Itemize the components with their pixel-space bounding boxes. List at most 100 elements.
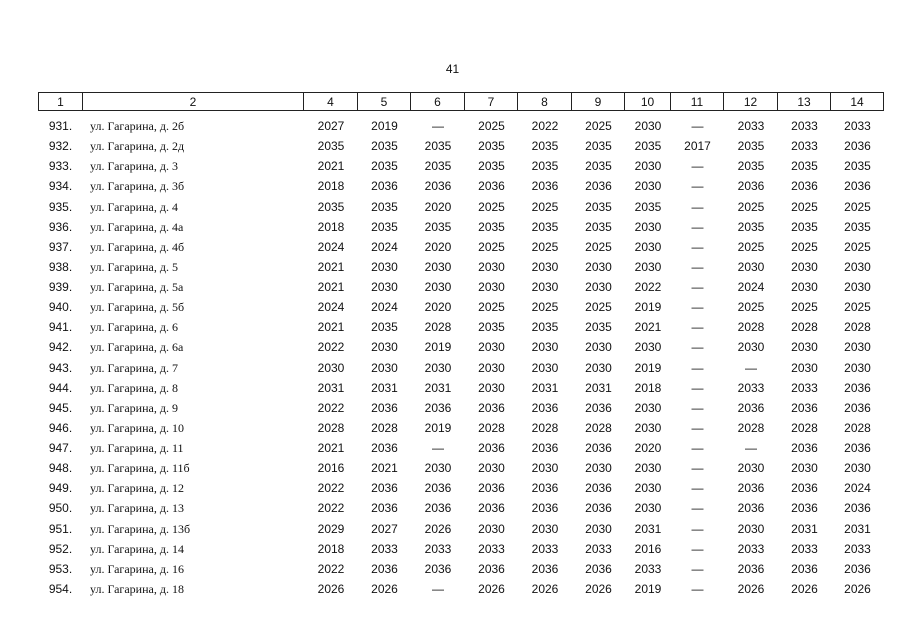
year-cell: 2033 (478, 541, 505, 556)
year-cell: 2030 (371, 259, 398, 274)
year-cell: 2036 (844, 441, 871, 456)
year-cell: 2035 (478, 139, 505, 154)
year-cell: 2036 (371, 441, 398, 456)
year-cell: 2030 (634, 119, 662, 133)
year-cell: 2024 (371, 300, 398, 315)
year-cell: 2036 (737, 400, 765, 415)
year-cell: 2028 (531, 420, 559, 435)
year-cell: 2031 (634, 521, 662, 536)
year-cell: — (745, 441, 757, 456)
address-cell: ул. Гагарина, д. 11 (90, 441, 184, 456)
year-cell: 2036 (585, 179, 612, 194)
year-cell: 2033 (634, 561, 662, 576)
year-cell: 2035 (844, 159, 871, 174)
row-number: 936. (48, 219, 73, 234)
year-cell: — (691, 199, 704, 214)
year-cell: 2030 (371, 340, 398, 355)
year-cell: 2025 (737, 239, 765, 254)
year-cell: 2019 (634, 360, 662, 375)
year-cell: 2030 (478, 340, 505, 355)
year-cell: 2035 (531, 219, 559, 234)
year-cell: 2035 (737, 139, 765, 154)
year-cell: 2035 (737, 219, 765, 234)
row-number: 944. (48, 380, 73, 395)
year-cell: 2035 (478, 219, 505, 234)
year-cell: 2025 (844, 300, 871, 315)
year-cell: 2036 (478, 179, 505, 194)
year-cell: 2036 (531, 400, 559, 415)
year-cell: 2030 (531, 340, 559, 355)
year-cell: 2036 (737, 501, 765, 516)
year-cell: 2030 (585, 461, 612, 476)
year-cell: 2022 (531, 119, 559, 133)
year-cell: 2030 (737, 521, 765, 536)
year-cell: 2030 (791, 360, 818, 375)
year-cell: 2030 (634, 219, 662, 234)
year-cell: 2035 (634, 199, 662, 214)
year-cell: 2022 (634, 280, 662, 295)
year-cell: 2030 (478, 380, 505, 395)
address-cell: ул. Гагарина, д. 4б (90, 239, 185, 254)
year-cell: 2035 (531, 320, 559, 335)
year-cell: 2031 (791, 521, 818, 536)
year-cell: 2030 (424, 259, 452, 274)
year-cell: 2030 (791, 280, 818, 295)
year-cell: 2028 (791, 320, 818, 335)
year-cell: — (691, 581, 704, 596)
year-cell: 2030 (585, 360, 612, 375)
year-cell: 2025 (737, 300, 765, 315)
year-cell: — (691, 340, 704, 355)
year-cell: 2030 (585, 521, 612, 536)
year-cell: 2036 (791, 441, 818, 456)
year-cell: 2030 (791, 340, 818, 355)
year-cell: 2021 (317, 320, 345, 335)
year-cell: 2031 (424, 380, 452, 395)
year-cell: 2035 (791, 219, 818, 234)
year-cell: 2030 (634, 340, 662, 355)
row-number: 949. (48, 481, 73, 496)
year-cell: 2025 (844, 239, 871, 254)
year-cell: 2017 (684, 139, 711, 154)
year-cell: 2026 (478, 581, 505, 596)
year-cell: — (691, 461, 704, 476)
year-cell: 2036 (585, 501, 612, 516)
year-cell: 2033 (791, 541, 818, 556)
year-cell: 2025 (791, 199, 818, 214)
year-cell: 2031 (585, 380, 612, 395)
year-cell: 2020 (634, 441, 662, 456)
year-cell: 2019 (424, 340, 452, 355)
year-cell: 2021 (317, 441, 345, 456)
year-cell: 2035 (424, 219, 452, 234)
address-cell: ул. Гагарина, д. 7 (90, 360, 178, 375)
year-cell: 2036 (424, 400, 452, 415)
address-cell: ул. Гагарина, д. 12 (90, 481, 184, 496)
year-cell: 2022 (317, 501, 345, 516)
year-cell: 2026 (371, 581, 398, 596)
header-cell: 5 (357, 92, 411, 111)
year-cell: 2033 (844, 541, 871, 556)
row-number: 951. (48, 521, 73, 536)
year-cell: 2036 (844, 139, 871, 154)
year-cell: 2028 (585, 420, 612, 435)
year-cell: 2030 (737, 461, 765, 476)
year-cell: 2036 (844, 561, 871, 576)
year-cell: 2019 (424, 420, 452, 435)
year-cell: 2035 (371, 139, 398, 154)
year-cell: 2030 (737, 340, 765, 355)
year-cell: 2030 (844, 360, 871, 375)
year-cell: 2035 (371, 199, 398, 214)
year-cell: 2030 (634, 420, 662, 435)
row-number: 938. (48, 259, 73, 274)
year-cell: 2036 (737, 179, 765, 194)
year-cell: 2035 (424, 139, 452, 154)
year-cell: 2024 (317, 239, 345, 254)
row-number: 947. (48, 441, 73, 456)
address-cell: ул. Гагарина, д. 3б (90, 179, 185, 194)
year-cell: 2036 (844, 179, 871, 194)
year-cell: 2021 (317, 159, 345, 174)
year-cell: 2019 (634, 581, 662, 596)
year-cell: 2036 (791, 501, 818, 516)
year-cell: 2024 (371, 239, 398, 254)
year-cell: 2030 (478, 280, 505, 295)
